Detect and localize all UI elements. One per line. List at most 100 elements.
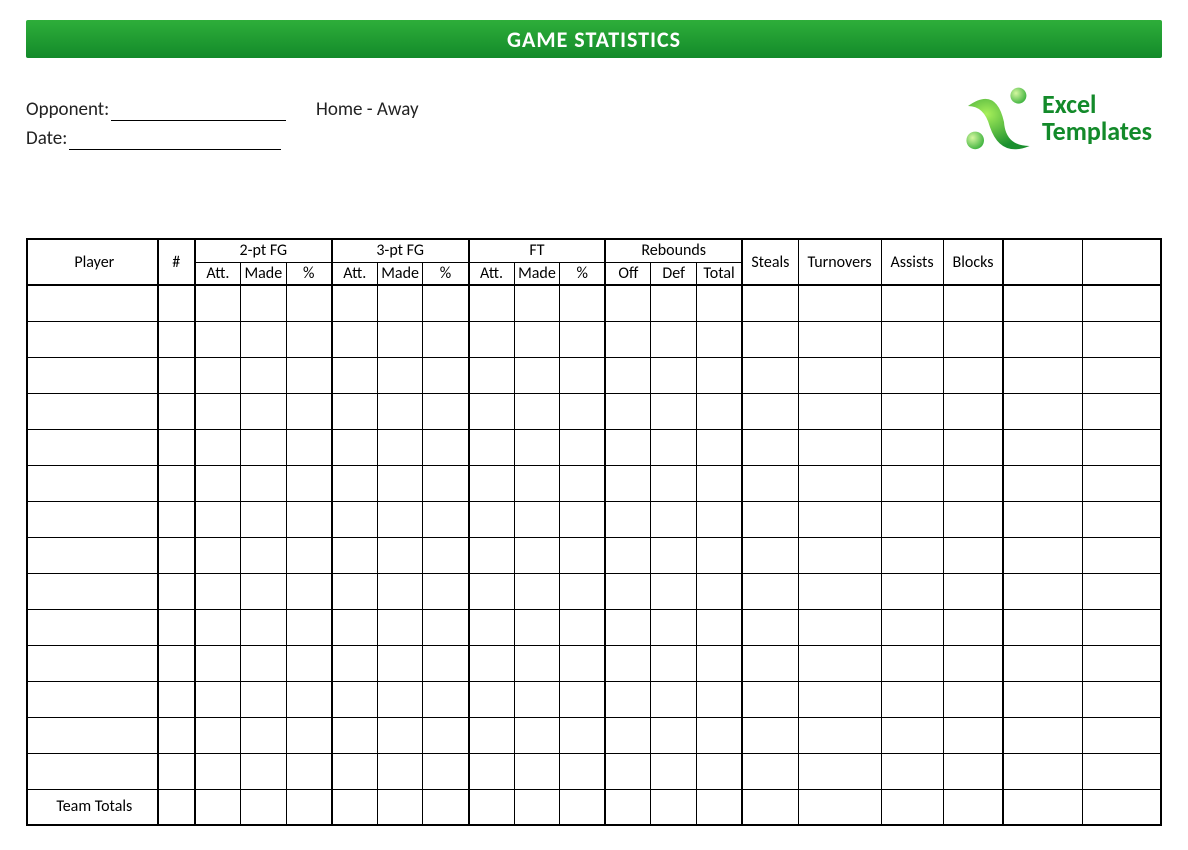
cell (286, 681, 332, 717)
col-reb-def: Def (651, 262, 697, 285)
col-ft-att: Att. (469, 262, 515, 285)
cell (798, 717, 881, 753)
cell (27, 645, 158, 681)
col-ft-made: Made (514, 262, 560, 285)
cell (605, 789, 651, 825)
col-2pt-att: Att. (195, 262, 241, 285)
cell (195, 609, 241, 645)
cell (158, 393, 195, 429)
cell (798, 573, 881, 609)
cell (1003, 321, 1082, 357)
cell (241, 609, 287, 645)
cell (1003, 609, 1082, 645)
cell (514, 717, 560, 753)
cell (605, 537, 651, 573)
cell (697, 645, 743, 681)
cell (514, 537, 560, 573)
cell (697, 357, 743, 393)
cell (27, 429, 158, 465)
cell (241, 501, 287, 537)
cell (423, 717, 469, 753)
cell (195, 285, 241, 321)
cell (332, 609, 378, 645)
col-reb-total: Total (697, 262, 743, 285)
cell (423, 501, 469, 537)
table-row (27, 465, 1161, 501)
cell (605, 717, 651, 753)
logo: Excel Templates (956, 78, 1152, 158)
cell (798, 357, 881, 393)
cell (560, 573, 606, 609)
cell (798, 789, 881, 825)
cell (943, 393, 1003, 429)
cell (286, 609, 332, 645)
cell (1003, 789, 1082, 825)
cell (469, 645, 515, 681)
cell (560, 321, 606, 357)
cell (881, 645, 943, 681)
cell (1082, 393, 1161, 429)
cell (423, 609, 469, 645)
cell (651, 609, 697, 645)
cell (881, 753, 943, 789)
cell (651, 285, 697, 321)
cell (241, 537, 287, 573)
cell (697, 681, 743, 717)
cell (560, 753, 606, 789)
date-underline (69, 132, 281, 150)
col-number: # (158, 239, 195, 285)
cell (651, 573, 697, 609)
cell (332, 321, 378, 357)
cell (514, 321, 560, 357)
cell (943, 681, 1003, 717)
cell (27, 753, 158, 789)
cell (195, 321, 241, 357)
cell (195, 573, 241, 609)
cell (195, 645, 241, 681)
col-steals: Steals (742, 239, 798, 285)
cell (514, 573, 560, 609)
cell (332, 465, 378, 501)
cell (195, 393, 241, 429)
col-3pt-made: Made (377, 262, 423, 285)
cell (943, 789, 1003, 825)
cell (1082, 681, 1161, 717)
col-2pt-made: Made (241, 262, 287, 285)
cell (423, 573, 469, 609)
cell (798, 465, 881, 501)
cell (241, 789, 287, 825)
header-row-1: Player # 2-pt FG 3-pt FG FT Rebounds Ste… (27, 239, 1161, 262)
cell (881, 789, 943, 825)
cell (798, 501, 881, 537)
cell (158, 789, 195, 825)
cell (1082, 753, 1161, 789)
table-row (27, 573, 1161, 609)
table-row (27, 645, 1161, 681)
cell (195, 537, 241, 573)
cell (697, 609, 743, 645)
cell (1082, 645, 1161, 681)
cell (560, 285, 606, 321)
cell (798, 429, 881, 465)
cell (881, 429, 943, 465)
col-2pt-pct: % (286, 262, 332, 285)
cell (286, 501, 332, 537)
cell (697, 573, 743, 609)
table-row (27, 717, 1161, 753)
cell (1003, 573, 1082, 609)
cell (469, 573, 515, 609)
cell (377, 465, 423, 501)
cell (742, 357, 798, 393)
cell (697, 465, 743, 501)
stats-tbody: Team Totals (27, 285, 1161, 825)
cell (1082, 429, 1161, 465)
cell (158, 681, 195, 717)
cell (377, 429, 423, 465)
cell (332, 789, 378, 825)
cell (798, 645, 881, 681)
date-label: Date: (26, 127, 67, 150)
table-row (27, 609, 1161, 645)
cell (286, 717, 332, 753)
cell (423, 753, 469, 789)
cell (514, 357, 560, 393)
